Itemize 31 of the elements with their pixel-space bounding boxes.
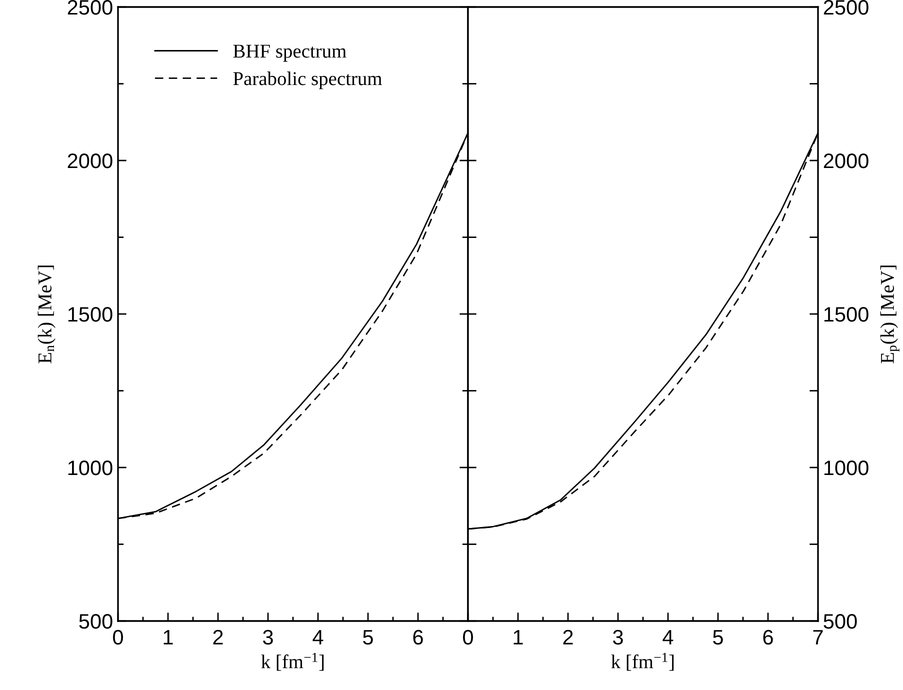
legend-label: Parabolic spectrum	[233, 72, 382, 90]
y2-tick-label: 1500	[824, 307, 868, 322]
y-tick-label: 1500	[68, 307, 112, 322]
x-axis-title: k [fm$^{−1}$]	[611, 652, 674, 671]
x-tick-label: 6	[763, 630, 773, 645]
x-tick-label: 4	[312, 630, 324, 644]
y2-axis-title: E$_{p}$(k) [MeV]	[880, 266, 900, 364]
x-tick-label: 3	[613, 630, 623, 645]
x-tick-label: 6	[413, 630, 423, 645]
y-tick-label: 500	[79, 614, 112, 629]
legend-label: BHF spectrum	[233, 44, 346, 62]
x-tick-label: 0	[113, 630, 123, 645]
x-tick-label: 1	[164, 630, 173, 644]
x-tick-label: 2	[213, 630, 223, 644]
y-tick-label: 2500	[68, 0, 112, 15]
y2-tick-label: 1000	[824, 460, 868, 476]
y2-tick-label: 2000	[824, 154, 868, 168]
x-axis-title: k [fm$^{−1}$]	[261, 652, 324, 671]
y-tick-label: 1000	[68, 460, 112, 476]
x-tick-label: 3	[263, 630, 273, 645]
x-tick-label: 7	[813, 630, 823, 644]
x-tick-label: 5	[713, 630, 723, 645]
x-tick-label: 4	[662, 630, 674, 644]
y-axis-title: E$_{n}$(k) [MeV]	[38, 266, 56, 364]
x-tick-label: 1	[514, 630, 523, 644]
y2-tick-label: 2500	[824, 0, 868, 15]
x-tick-label: 0	[463, 630, 473, 645]
y2-tick-label: 500	[824, 614, 857, 629]
x-tick-label: 5	[363, 630, 373, 645]
x-tick-label: 2	[563, 630, 573, 644]
y-tick-label: 2000	[68, 154, 112, 168]
